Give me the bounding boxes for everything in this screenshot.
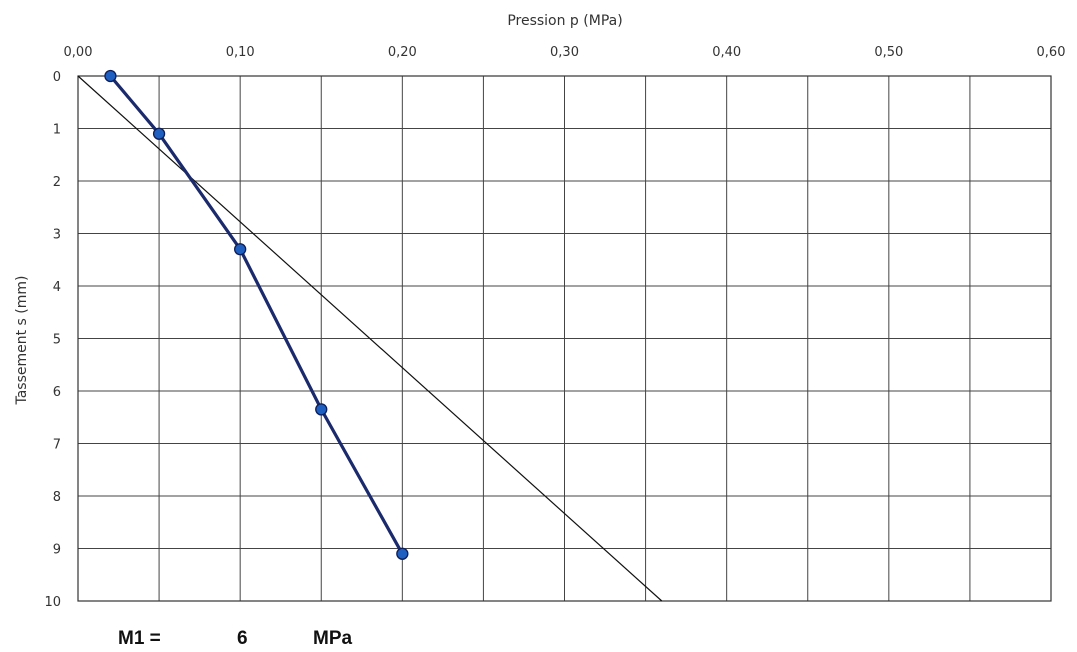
x-axis-ticks: 0,00 0,10 0,20 0,30 0,40 0,50 0,60	[64, 45, 1066, 60]
data-point	[152, 127, 166, 140]
y-tick-label: 5	[53, 333, 61, 348]
x-tick-label: 0,10	[226, 45, 255, 60]
x-tick-label: 0,50	[874, 45, 903, 60]
data-point	[396, 547, 409, 560]
measured-curve-line	[108, 74, 404, 556]
y-tick-label: 4	[53, 280, 61, 295]
y-tick-label: 9	[53, 543, 61, 558]
y-tick-label: 10	[44, 595, 61, 610]
grid	[77, 75, 1052, 602]
y-tick-label: 2	[53, 175, 61, 190]
plot-frame	[77, 75, 1052, 602]
y-axis-title: Tassement s (mm)	[14, 275, 30, 405]
modulus-label: M1 =	[118, 628, 161, 649]
modulus-unit: MPa	[313, 628, 353, 649]
reference-line	[77, 75, 663, 602]
x-tick-label: 0,30	[550, 45, 579, 60]
y-tick-label: 0	[53, 70, 61, 85]
y-axis-ticks: 0 1 2 3 4 5 6 7 8 9 10	[44, 70, 61, 610]
y-tick-label: 1	[53, 123, 61, 138]
y-tick-label: 6	[53, 385, 61, 400]
data-point	[234, 243, 247, 256]
y-tick-label: 8	[53, 490, 61, 505]
x-tick-label: 0,20	[388, 45, 417, 60]
data-point	[315, 403, 328, 416]
x-tick-label: 0,60	[1037, 45, 1066, 60]
x-tick-label: 0,00	[64, 45, 93, 60]
x-tick-label: 0,40	[712, 45, 741, 60]
data-point	[104, 69, 117, 83]
series-layer	[77, 69, 663, 602]
y-tick-label: 7	[53, 438, 61, 453]
y-tick-label: 3	[53, 228, 61, 243]
x-axis-title: Pression p (MPa)	[507, 13, 622, 29]
modulus-value: 6	[237, 628, 248, 649]
